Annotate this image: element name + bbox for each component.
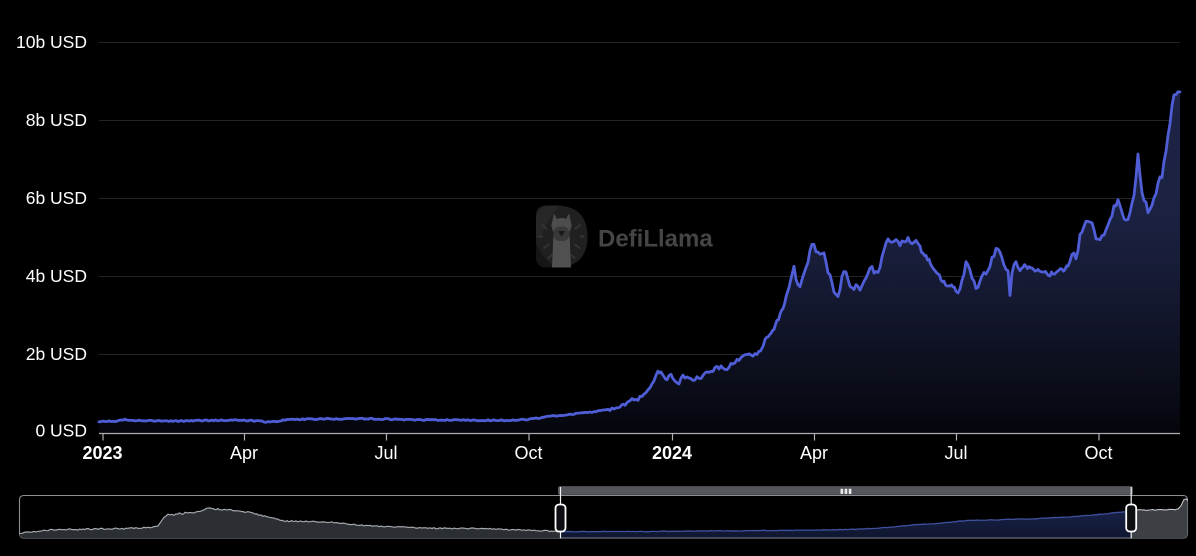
svg-text:2b USD: 2b USD bbox=[26, 344, 87, 364]
svg-text:DefiLlama: DefiLlama bbox=[598, 226, 713, 253]
svg-text:Apr: Apr bbox=[230, 443, 258, 463]
svg-text:Apr: Apr bbox=[800, 443, 828, 463]
svg-text:2024: 2024 bbox=[652, 443, 692, 463]
svg-text:2023: 2023 bbox=[82, 443, 122, 463]
svg-text:6b USD: 6b USD bbox=[26, 188, 87, 208]
svg-text:0 USD: 0 USD bbox=[35, 421, 87, 441]
svg-text:Oct: Oct bbox=[514, 443, 542, 463]
svg-text:10b USD: 10b USD bbox=[16, 32, 87, 52]
svg-text:Jul: Jul bbox=[374, 443, 397, 463]
svg-text:Jul: Jul bbox=[944, 443, 967, 463]
svg-text:4b USD: 4b USD bbox=[26, 266, 87, 286]
svg-text:Oct: Oct bbox=[1084, 443, 1112, 463]
svg-text:8b USD: 8b USD bbox=[26, 110, 87, 130]
